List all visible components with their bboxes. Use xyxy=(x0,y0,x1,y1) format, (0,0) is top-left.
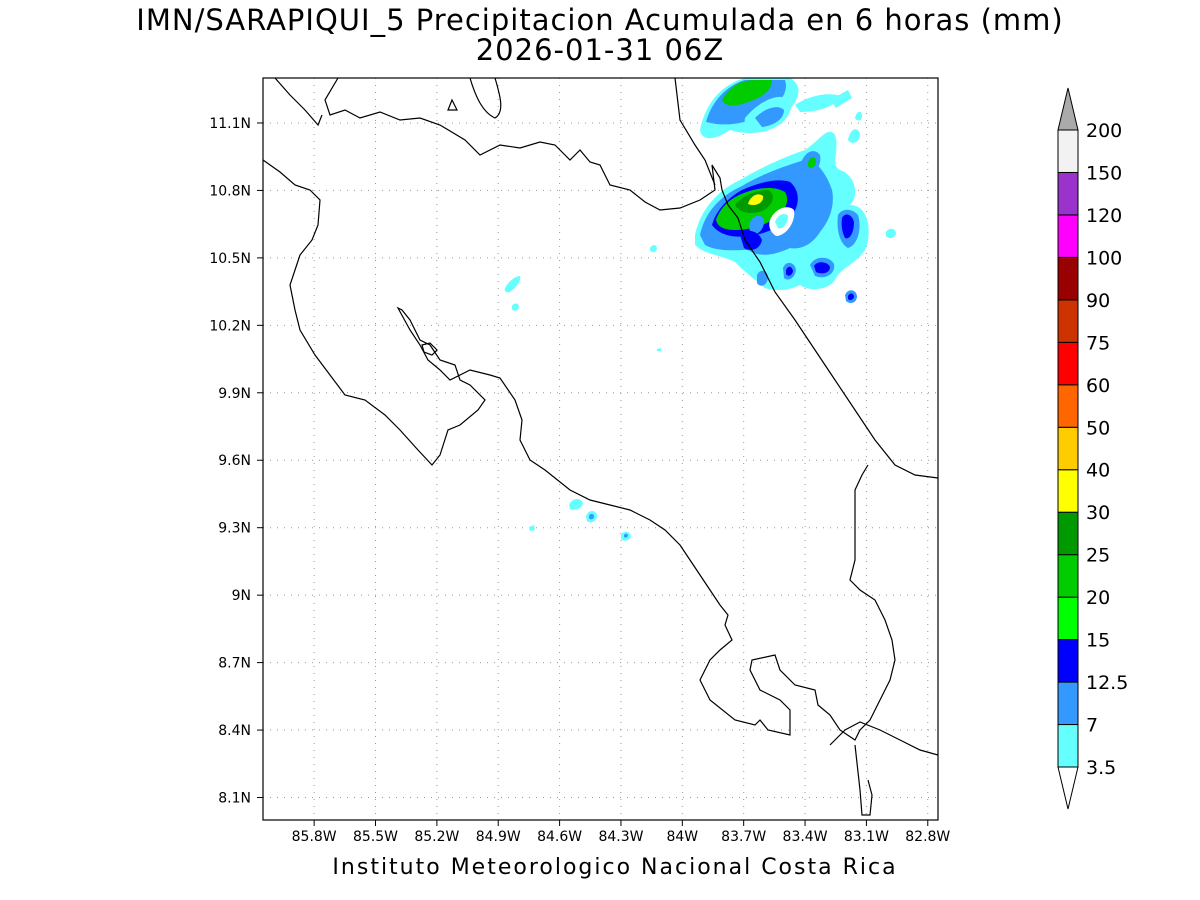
lat-tick-label: 9.9N xyxy=(218,386,251,402)
precip-patch-small xyxy=(504,245,661,541)
colorbar-label: 200 xyxy=(1086,120,1122,142)
lon-tick-label: 83.1W xyxy=(844,829,889,845)
chart-subtitle: 2026-01-31 06Z xyxy=(475,33,725,67)
colorbar-swatch xyxy=(1057,256,1079,301)
lat-tick-label: 8.1N xyxy=(218,791,251,807)
chart-title: IMN/SARAPIQUI_5 Precipitacion Acumulada … xyxy=(136,3,1064,37)
precip-field xyxy=(504,78,896,541)
colorbar-swatch xyxy=(1057,596,1079,641)
colorbar-label: 50 xyxy=(1086,417,1110,439)
lat-tick-label: 10.2N xyxy=(209,318,251,334)
colorbar-label: 100 xyxy=(1086,247,1122,269)
colorbar-swatch xyxy=(1057,129,1079,173)
lat-tick-label: 11.1N xyxy=(209,116,251,132)
colorbar-over-triangle xyxy=(1057,87,1079,131)
lon-tick-label: 85.5W xyxy=(353,829,398,845)
nicaragua-west-coast xyxy=(274,78,323,127)
colorbar-swatch xyxy=(1057,171,1079,216)
colorbar-label: 20 xyxy=(1086,587,1110,609)
nicaragua-border xyxy=(324,78,938,479)
colorbar-label: 30 xyxy=(1086,502,1110,524)
precip-patch-main xyxy=(695,131,896,304)
lake-shore xyxy=(469,78,502,119)
lon-tick-label: 83.4W xyxy=(783,829,828,845)
lon-tick-label: 84.3W xyxy=(598,829,643,845)
colorbar-swatch xyxy=(1057,469,1079,513)
lon-tick-label: 84W xyxy=(666,829,698,845)
lat-tick-label: 8.7N xyxy=(218,656,251,672)
lat-axis: 11.1N 10.8N 10.5N 10.2N 9.9N 9.6N 9.3N 9N 8.7N 8.… xyxy=(209,116,263,807)
colorbar-swatch xyxy=(1057,511,1079,556)
colorbar-swatch xyxy=(1057,384,1079,428)
colorbar-label: 90 xyxy=(1086,290,1110,312)
colorbar-swatch xyxy=(1057,341,1079,386)
lat-tick-label: 8.4N xyxy=(218,723,251,739)
lon-axis: 85.8W 85.5W 85.2W 84.9W 84.6W 84.3W 84W 83.7W 83… xyxy=(292,820,950,845)
map-frame xyxy=(262,77,939,821)
colorbar-label: 15 xyxy=(1086,630,1110,652)
colorbar-label: 150 xyxy=(1086,162,1122,184)
lake-island xyxy=(447,98,458,111)
colorbar-swatch xyxy=(1057,299,1079,343)
colorbar-swatch xyxy=(1057,426,1079,471)
colorbar-under-triangle xyxy=(1057,766,1079,810)
colorbar-label: 25 xyxy=(1086,545,1110,567)
pacific-coast xyxy=(263,159,896,741)
panama-coast xyxy=(829,721,938,756)
lat-tick-label: 10.5N xyxy=(209,251,251,267)
lon-tick-label: 84.9W xyxy=(476,829,521,845)
colorbar-label: 7 xyxy=(1086,715,1098,737)
colorbar-label: 120 xyxy=(1086,205,1122,227)
colorbar: 3.5 7 12.5 15 20 25 30 40 50 60 75 90 100 120 150 200 xyxy=(1057,87,1128,810)
colorbar-label: 3.5 xyxy=(1086,757,1116,779)
panama-border xyxy=(854,744,873,816)
lake-shore-east xyxy=(674,78,716,186)
colorbar-label: 60 xyxy=(1086,375,1110,397)
colorbar-swatch xyxy=(1057,681,1079,726)
lon-tick-label: 85.2W xyxy=(414,829,459,845)
precip-patch-north xyxy=(700,78,862,143)
footer-credit: Instituto Meteorologico Nacional Costa R… xyxy=(332,855,898,880)
colorbar-swatch xyxy=(1057,554,1079,598)
lon-tick-label: 83.7W xyxy=(721,829,766,845)
lat-tick-label: 9.3N xyxy=(218,521,251,537)
nicoya-island xyxy=(421,342,438,356)
colorbar-label: 12.5 xyxy=(1086,672,1128,694)
lon-tick-label: 82.8W xyxy=(905,829,950,845)
lat-tick-label: 9.6N xyxy=(218,453,251,469)
lat-tick-label: 9N xyxy=(232,588,251,604)
lat-tick-label: 10.8N xyxy=(209,183,251,199)
colorbar-swatch xyxy=(1057,639,1079,683)
colorbar-swatch xyxy=(1057,724,1079,768)
colorbar-swatch xyxy=(1057,214,1079,258)
colorbar-label: 40 xyxy=(1086,460,1110,482)
colorbar-label: 75 xyxy=(1086,332,1110,354)
grid-lines xyxy=(263,78,938,820)
lon-tick-label: 84.6W xyxy=(537,829,582,845)
lon-tick-label: 85.8W xyxy=(292,829,337,845)
coastlines xyxy=(263,78,938,816)
